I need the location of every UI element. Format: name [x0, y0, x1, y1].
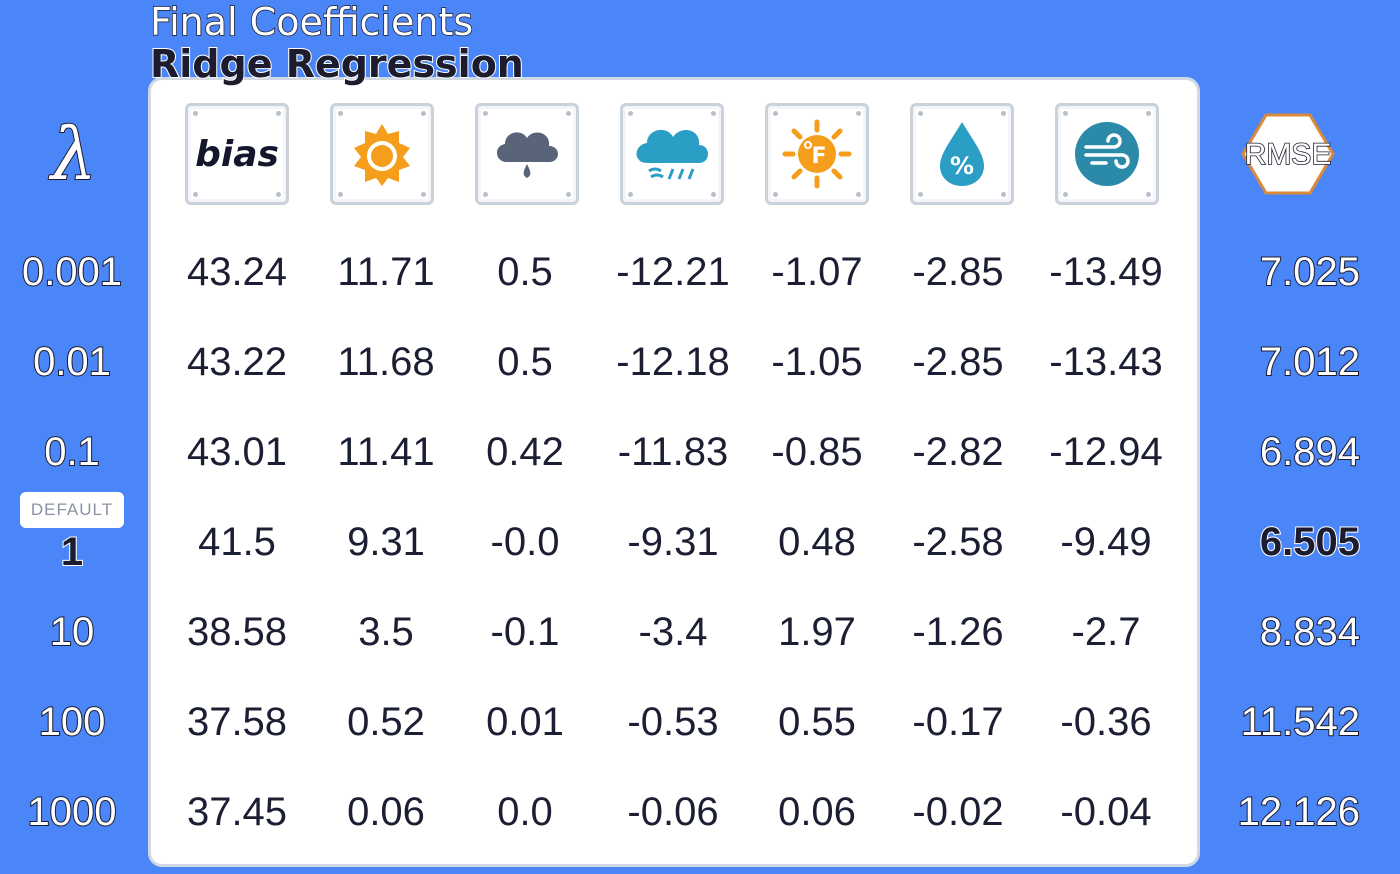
coefficient-cell: -9.31 — [627, 520, 719, 564]
coefficient-cell: 41.5 — [198, 520, 276, 564]
coefficient-cell: 43.01 — [186, 430, 288, 474]
coefficient-cell: 11.68 — [337, 340, 435, 384]
coefficient-cell: -0.85 — [771, 430, 863, 474]
lambda-header: λ — [50, 111, 98, 197]
bias-label: bias — [195, 133, 279, 175]
cloud-header — [475, 103, 579, 205]
coefficient-cell: -0.06 — [627, 790, 719, 834]
coefficient-cell: 9.31 — [347, 520, 425, 564]
lambda-value: 1 — [60, 529, 84, 575]
coefficient-cell: -1.26 — [912, 610, 1004, 654]
coefficient-cell: -11.83 — [617, 430, 729, 474]
rain-header — [620, 103, 724, 205]
lambda-value: 10 — [49, 609, 95, 655]
title-line-2: Ridge Regression — [149, 41, 525, 86]
coefficient-cell: -12.94 — [1049, 430, 1163, 474]
lambda-value: 100 — [38, 699, 107, 745]
wind-icon — [1075, 122, 1139, 186]
rmse-label: RMSE — [1245, 138, 1332, 171]
coefficient-cell: -0.53 — [627, 700, 719, 744]
humidity-drop-icon: % — [940, 122, 984, 186]
coefficient-cell: 43.22 — [186, 340, 288, 384]
coefficient-cell: 0.5 — [497, 250, 553, 294]
lambda-value: 1000 — [27, 789, 118, 835]
coefficient-cell: 1.97 — [778, 610, 856, 654]
coefficient-cell: -13.49 — [1049, 250, 1163, 294]
lambda-value: 0.001 — [21, 249, 123, 295]
table-panel — [148, 77, 1200, 867]
rain-cloud-icon — [636, 129, 708, 180]
coefficient-cell: 43.24 — [186, 250, 288, 294]
coefficient-cell: 0.06 — [347, 790, 425, 834]
humidity-header: % — [910, 103, 1014, 205]
sun-header — [330, 103, 434, 205]
bias-header: bias — [185, 103, 289, 205]
lambda-value: 0.1 — [43, 429, 101, 475]
svg-text:%: % — [950, 152, 974, 180]
coefficient-cell: 0.55 — [778, 700, 856, 744]
rmse-value: 6.894 — [1259, 429, 1361, 475]
coefficient-cell: -0.36 — [1060, 700, 1152, 744]
coefficient-cell: 3.5 — [358, 610, 414, 654]
coefficient-cell: -0.0 — [490, 520, 560, 564]
temperature-fahrenheit-icon: F — [782, 119, 852, 189]
coefficient-cell: -2.82 — [912, 430, 1004, 474]
title-line-1: Final Coefficients — [149, 0, 474, 44]
coefficient-cell: 0.06 — [778, 790, 856, 834]
svg-text:F: F — [811, 144, 826, 169]
coefficient-cell: 0.0 — [497, 790, 553, 834]
coefficient-cell: 11.71 — [337, 250, 435, 294]
coefficient-cell: 0.42 — [486, 430, 564, 474]
coefficient-cell: -2.7 — [1071, 610, 1141, 654]
coefficient-cell: 0.48 — [778, 520, 856, 564]
coefficient-cell: -3.4 — [638, 610, 708, 654]
coefficient-cell: -1.05 — [771, 340, 863, 384]
coefficient-cell: 37.58 — [186, 700, 288, 744]
coefficient-cell: 11.41 — [337, 430, 435, 474]
coefficient-cell: -2.58 — [912, 520, 1004, 564]
coefficient-cell: 38.58 — [186, 610, 288, 654]
coefficient-cell: -12.18 — [616, 340, 730, 384]
wind-header — [1055, 103, 1159, 205]
coefficient-cell: -0.02 — [912, 790, 1004, 834]
coefficient-cell: -12.21 — [616, 250, 730, 294]
coefficient-cell: 0.52 — [347, 700, 425, 744]
rmse-value: 7.025 — [1259, 249, 1361, 295]
default-badge: DEFAULT — [20, 492, 124, 528]
chart-title: Final Coefficients Ridge Regression — [149, 0, 525, 86]
coefficient-cell: -1.07 — [771, 250, 863, 294]
lambda-value: 0.01 — [32, 339, 112, 385]
rmse-value: 11.542 — [1240, 699, 1361, 745]
rmse-value: 7.012 — [1259, 339, 1361, 385]
rmse-value: 6.505 — [1259, 519, 1361, 565]
coefficient-cell: 0.01 — [486, 700, 564, 744]
sun-icon — [354, 124, 410, 186]
coefficient-cell: -13.43 — [1049, 340, 1163, 384]
coefficient-cell: 37.45 — [186, 790, 288, 834]
coefficient-cell: -0.04 — [1060, 790, 1152, 834]
coefficient-cell: -0.17 — [912, 700, 1004, 744]
rmse-badge: RMSE — [1241, 113, 1335, 195]
rmse-value: 12.126 — [1237, 789, 1361, 835]
coefficient-cell: 0.5 — [497, 340, 553, 384]
temperature-header: F — [765, 103, 869, 205]
coefficient-cell: -2.85 — [912, 340, 1004, 384]
coefficient-cell: -9.49 — [1060, 520, 1152, 564]
coefficient-cell: -0.1 — [490, 610, 560, 654]
cloud-rain-drop-icon — [496, 132, 558, 178]
coefficient-cell: -2.85 — [912, 250, 1004, 294]
rmse-value: 8.834 — [1259, 609, 1361, 655]
